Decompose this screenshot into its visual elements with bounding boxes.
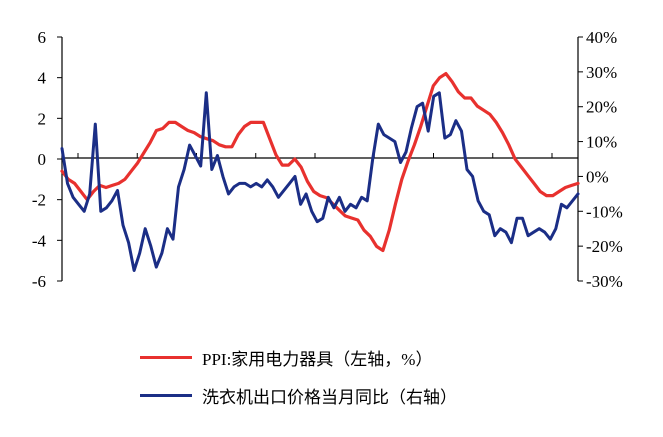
- right-axis-tick-label: 10%: [586, 133, 617, 152]
- series-line-ppi: [60, 71, 580, 253]
- legend-label-washer-export-price: 洗衣机出口价格当月同比（右轴）: [202, 387, 457, 407]
- chart-series: [60, 71, 580, 272]
- series-line-washer-export-price: [60, 91, 580, 272]
- left-axis-tick-label: -4: [32, 231, 47, 250]
- right-axis-tick-label: -20%: [586, 237, 623, 256]
- left-axis-tick-label: 2: [38, 109, 47, 128]
- right-axis-tick-label: 40%: [586, 28, 617, 47]
- left-axis-tick-label: -2: [32, 191, 46, 210]
- legend-swatch-washer-export-price: [140, 393, 192, 397]
- left-axis-tick-label: 0: [38, 150, 47, 169]
- legend-item-washer-export-price: 洗衣机出口价格当月同比（右轴）: [140, 381, 620, 409]
- right-axis-tick-label: -30%: [586, 272, 623, 291]
- line-chart: 6420-2-4-640%30%20%10%0%-10%-20%-30%2015…: [32, 28, 623, 291]
- right-axis-tick-label: -10%: [586, 202, 623, 221]
- right-axis-tick-label: 20%: [586, 98, 617, 117]
- right-axis-tick-label: 30%: [586, 63, 617, 82]
- left-axis-tick-label: 4: [38, 69, 47, 88]
- legend-item-ppi: PPI:家用电力器具（左轴，%）: [140, 343, 620, 371]
- right-axis-tick-label: 0%: [586, 167, 609, 186]
- chart-axes: 6420-2-4-640%30%20%10%0%-10%-20%-30%2015…: [32, 28, 623, 291]
- legend-swatch-ppi: [140, 355, 192, 359]
- legend-label-ppi: PPI:家用电力器具（左轴，%）: [202, 349, 433, 369]
- left-axis-tick-label: 6: [38, 28, 47, 47]
- left-axis-tick-label: -6: [32, 272, 46, 291]
